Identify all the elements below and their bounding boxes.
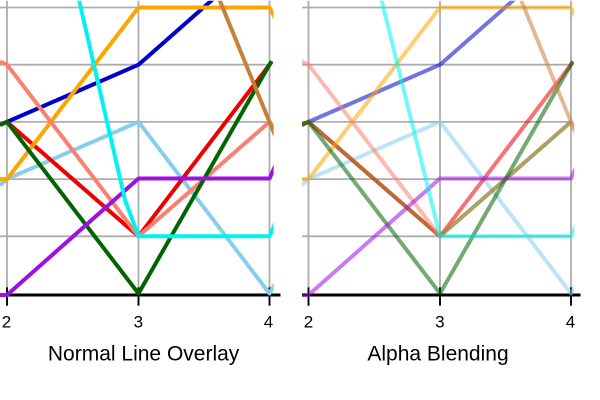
svg-text:4: 4 bbox=[264, 313, 273, 332]
svg-text:4: 4 bbox=[566, 313, 575, 332]
svg-text:3: 3 bbox=[435, 313, 444, 332]
svg-text:2: 2 bbox=[2, 313, 11, 332]
svg-text:2: 2 bbox=[304, 313, 313, 332]
svg-text:Normal Line Overlay: Normal Line Overlay bbox=[48, 343, 240, 366]
svg-text:3: 3 bbox=[134, 313, 143, 332]
svg-text:Alpha Blending: Alpha Blending bbox=[367, 343, 508, 366]
